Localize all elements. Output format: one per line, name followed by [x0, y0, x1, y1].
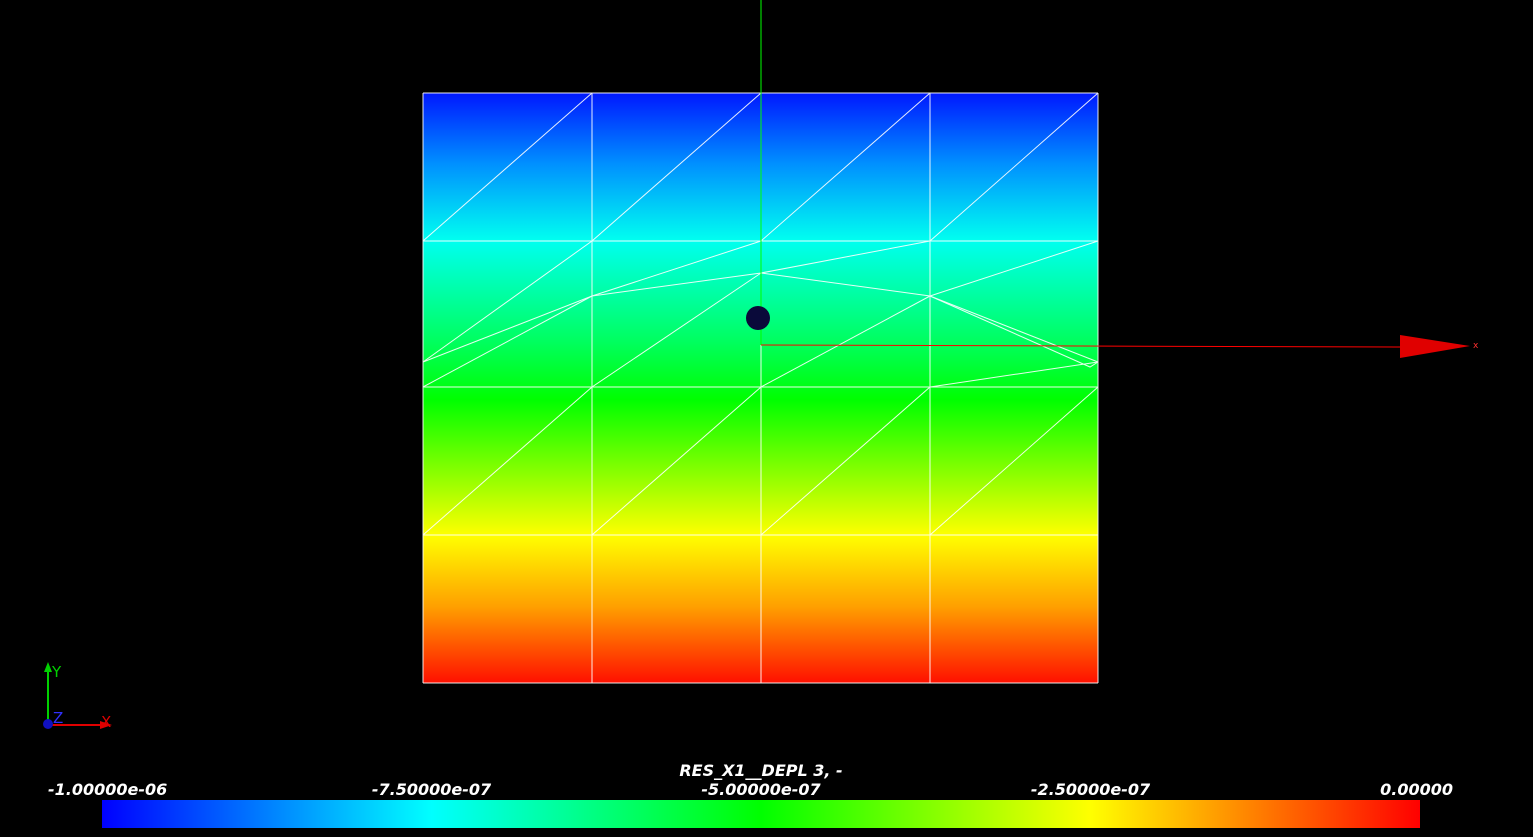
colorbar-title: RES_X1__DEPL 3, - — [679, 761, 842, 780]
colorbar-labels: -1.00000e-06 -7.50000e-07 -5.00000e-07 -2.5… — [48, 780, 1453, 799]
mesh-wireframe — [422, 92, 1099, 684]
orient-z — [43, 719, 53, 729]
orientation-axes: Y Z X — [43, 662, 112, 731]
orient-y-head — [44, 662, 52, 672]
colorbar-label: -2.50000e-07 — [1031, 780, 1151, 799]
orient-y-label: Y — [51, 663, 62, 681]
orient-x-label: X — [101, 713, 111, 731]
colorbar — [102, 800, 1420, 828]
colorbar-label: -7.50000e-07 — [372, 780, 492, 799]
colorbar-label: 0.00000 — [1380, 780, 1453, 799]
x-axis-line — [760, 344, 1401, 348]
center-marker — [746, 306, 770, 330]
colorbar-label: -5.00000e-07 — [701, 780, 821, 799]
orient-z-label: Z — [53, 709, 63, 727]
x-axis-label: x — [1473, 341, 1479, 351]
orient-x-head — [100, 721, 112, 729]
x-axis-arrow — [1400, 335, 1470, 358]
colorbar-label: -1.00000e-06 — [48, 780, 167, 799]
color-legend: RES_X1__DEPL 3, - -1.00000e-06 -7.50000e-… — [48, 761, 1453, 828]
